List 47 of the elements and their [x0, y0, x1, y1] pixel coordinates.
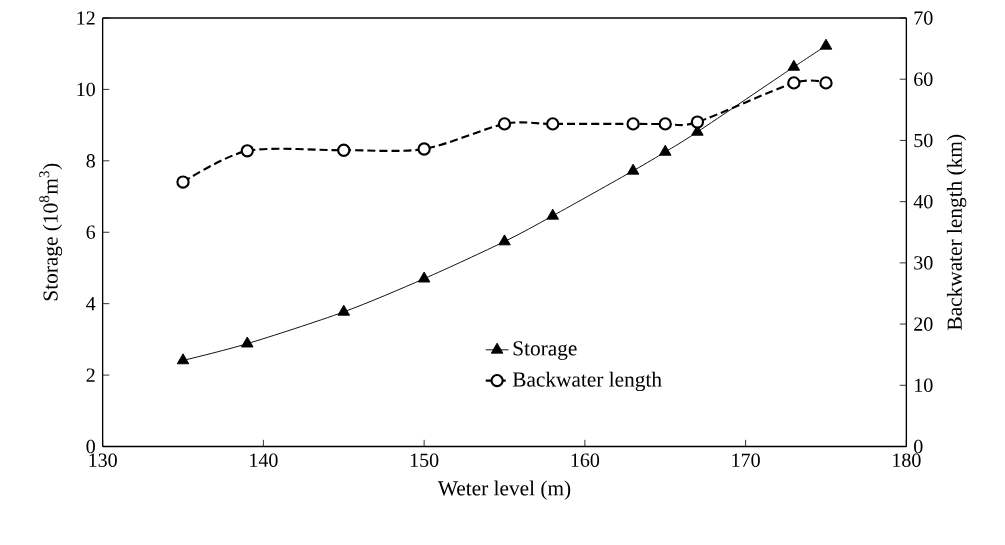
point [498, 234, 511, 246]
point [626, 117, 640, 131]
y2-tick-label: 50 [914, 133, 933, 148]
x-tick-label: 170 [732, 453, 760, 467]
point [176, 353, 190, 365]
x-axis-title: Weter level (m) [437, 480, 571, 500]
point [337, 304, 350, 316]
x-tick-label: 160 [571, 453, 600, 467]
point [417, 142, 431, 156]
point [690, 115, 705, 129]
x-tick-label: 130 [89, 453, 117, 467]
point [417, 271, 431, 283]
y2-tick-label: 70 [914, 11, 933, 25]
y2-tick-label: 0 [914, 439, 923, 454]
y2-tick-label: 20 [914, 317, 933, 331]
x-tick-label: 180 [893, 453, 921, 467]
y-tick-label: 0 [86, 439, 95, 454]
y2-tick-label: 60 [914, 72, 933, 86]
point [176, 175, 190, 189]
point [787, 59, 801, 71]
x-tick-label: 140 [250, 453, 278, 467]
y-tick-label: 10 [77, 82, 95, 97]
legend-label: Storage [513, 341, 577, 360]
point [240, 144, 254, 158]
y2-tick-label: 40 [913, 194, 933, 209]
y-tick-label: 2 [86, 368, 95, 382]
point [658, 117, 672, 131]
point [819, 38, 833, 50]
point [546, 117, 560, 131]
y-tick-label: 4 [86, 297, 96, 311]
point [241, 336, 254, 348]
point [497, 117, 512, 131]
y-tick-label: 8 [86, 154, 95, 168]
x-tick-label: 150 [410, 453, 439, 467]
y2-tick-label: 30 [914, 256, 933, 270]
point [626, 163, 640, 175]
y-tick-label: 6 [86, 225, 96, 239]
y2-tick-label: 10 [915, 378, 933, 392]
legend-label: Backwater length [512, 371, 662, 392]
y2-axis-title: Backwater length (km) [946, 134, 967, 330]
point [546, 208, 559, 220]
y-axis-title: Storage (10$^{8}$m$^{3}$) [39, 163, 63, 301]
point [659, 144, 672, 156]
point [787, 76, 801, 90]
point [337, 143, 351, 157]
y-tick-label: 12 [77, 11, 95, 25]
point [819, 76, 833, 90]
